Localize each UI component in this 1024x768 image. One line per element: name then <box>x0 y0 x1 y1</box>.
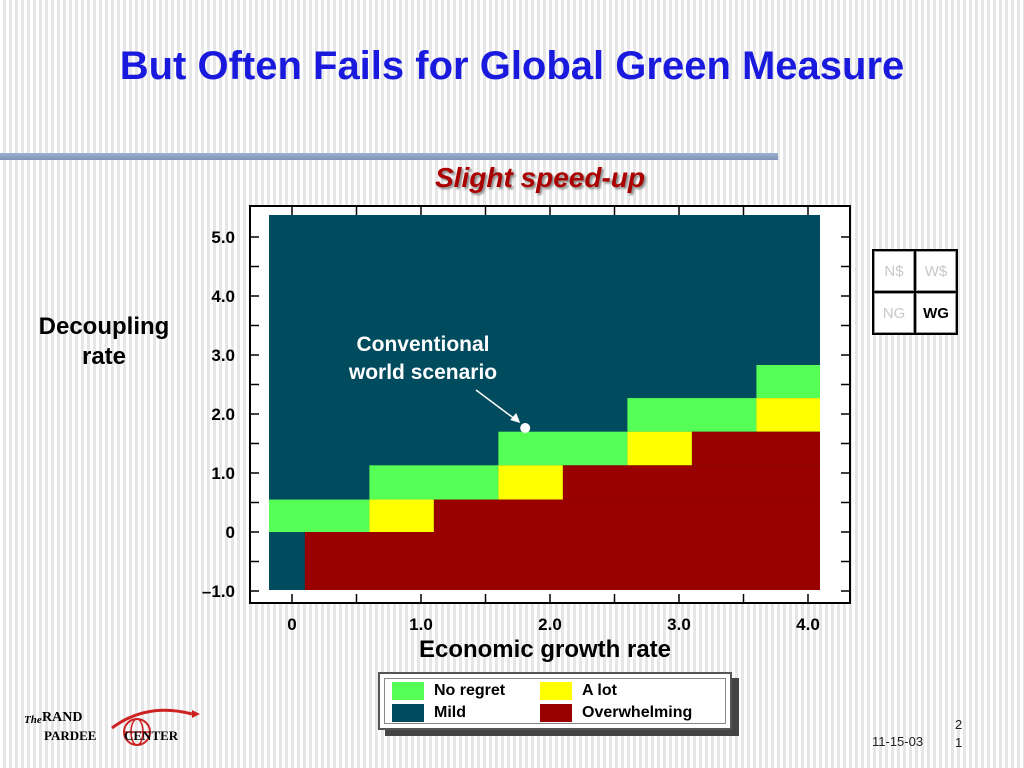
region-no-regret-1 <box>369 465 499 500</box>
annotation-arrow-head <box>510 413 521 423</box>
legend-item-overwhelming: Overwhelming <box>540 704 692 722</box>
page-number-line1: 2 <box>955 717 963 732</box>
annotation-line1: Conventional <box>356 333 489 356</box>
legend-item-a-lot: A lot <box>540 682 617 700</box>
quadrant-bottom-left: NG <box>874 293 914 333</box>
logo-rand: RAND <box>42 710 83 725</box>
y-tick-label-2: 3.0 <box>211 346 235 365</box>
quadrant-top-right: W$ <box>916 251 956 291</box>
y-tick-label-6: –1.0 <box>202 582 235 601</box>
legend-label-no-regret: No regret <box>434 682 506 699</box>
x-tick-label-0: 0 <box>287 615 296 634</box>
y-tick-label-0: 5.0 <box>211 228 235 247</box>
region-overwhelming-14 <box>691 431 820 466</box>
y-tick-label-5: 0 <box>226 523 235 542</box>
page-number-line2: 1 <box>955 735 963 750</box>
region-a-lot-8 <box>627 431 692 466</box>
legend-swatch-mild <box>392 704 424 722</box>
region-overwhelming-12 <box>433 499 820 532</box>
annotation-arrow-line <box>475 389 517 421</box>
legend-inner-border <box>384 678 726 724</box>
x-tick-label-4: 4.0 <box>796 615 820 634</box>
legend-label-mild: Mild <box>434 704 466 721</box>
legend-item-no-regret: No regret <box>392 682 505 700</box>
rand-pardee-logo: The RAND PARDEE CENTER <box>24 708 200 748</box>
region-overwhelming-11 <box>304 532 820 590</box>
region-no-regret-3 <box>627 398 757 432</box>
region-a-lot-7 <box>498 465 563 500</box>
y-axis-label-line2: rate <box>81 343 127 370</box>
globe-swoosh-icon <box>111 708 200 746</box>
legend-label-a-lot: A lot <box>582 682 617 699</box>
legend-label-overwhelming: Overwhelming <box>582 704 693 721</box>
logo-pardee: PARDEE <box>44 728 97 743</box>
y-axis-label: Decoupling rate <box>14 312 194 372</box>
y-tick-label-3: 2.0 <box>211 405 235 424</box>
scenario-quadrant-key: N$ W$ NG WG <box>872 249 958 335</box>
region-a-lot-6 <box>369 499 434 532</box>
chart-subtitle: Slight speed-up <box>435 162 645 193</box>
quadrant-top-left: N$ <box>874 251 914 291</box>
scenario-point <box>520 423 531 433</box>
y-tick-label-1: 4.0 <box>211 287 235 306</box>
logo-the: The <box>24 714 42 726</box>
region-no-regret-0 <box>269 499 370 532</box>
legend-swatch-overwhelming <box>540 704 572 722</box>
legend-swatch-no-regret <box>392 682 424 700</box>
y-tick-label-4: 1.0 <box>211 464 235 483</box>
x-tick-label-1: 1.0 <box>409 615 433 634</box>
region-no-regret-2 <box>498 431 628 466</box>
x-axis-label: Economic growth rate <box>418 636 672 663</box>
slide-date: 11-15-03 <box>872 734 924 749</box>
slide-title: But Often Fails for Global Green Measure <box>119 44 905 88</box>
title-divider <box>0 153 778 160</box>
annotation-line2: world scenario <box>348 361 497 384</box>
region-a-lot-9 <box>756 398 820 432</box>
legend: No regret A lot Mild Overwhelming <box>378 672 732 730</box>
legend-swatch-a-lot <box>540 682 572 700</box>
quadrant-bottom-right: WG <box>916 293 956 333</box>
y-axis-label-line1: Decoupling <box>38 313 170 340</box>
logo-center: CENTER <box>124 728 179 743</box>
page-number: 2 1 <box>955 716 962 752</box>
x-tick-label-2: 2.0 <box>538 615 562 634</box>
region-overwhelming-13 <box>562 465 820 500</box>
region-no-regret-4 <box>756 365 820 399</box>
x-tick-label-3: 3.0 <box>667 615 691 634</box>
legend-item-mild: Mild <box>392 704 466 722</box>
